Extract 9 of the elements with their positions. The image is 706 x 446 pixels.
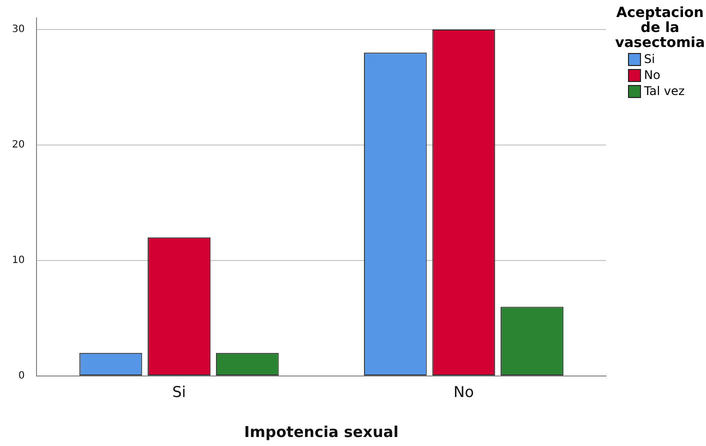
legend-title: Aceptacion de la vasectomia	[614, 5, 706, 51]
legend-label: No	[644, 68, 660, 82]
y-tick-label: 30	[12, 24, 25, 36]
y-tick-label: 10	[12, 255, 25, 266]
legend-label: Tal vez	[644, 84, 685, 98]
x-axis-title: Impotencia sexual	[244, 422, 399, 441]
legend-label: Si	[644, 52, 655, 66]
y-tick-label: 0	[18, 370, 25, 382]
y-tick-label: 20	[12, 140, 25, 151]
